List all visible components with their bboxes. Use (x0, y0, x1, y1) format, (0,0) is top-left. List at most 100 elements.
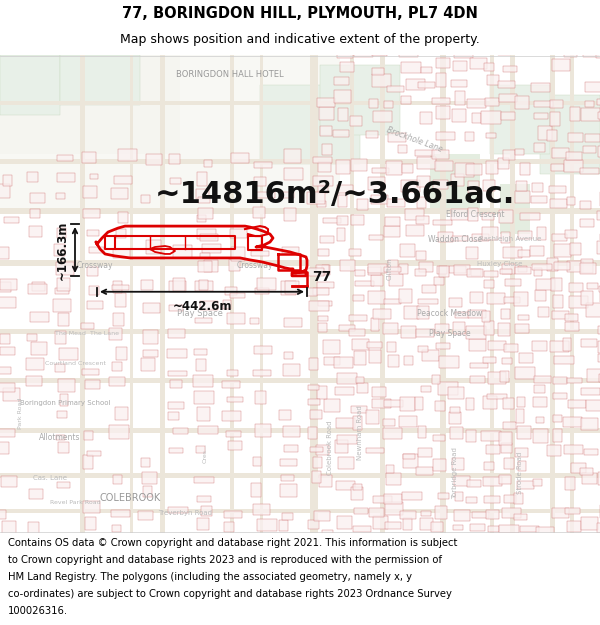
Bar (415, 150, 434, 156)
Bar (400, 398, 415, 411)
Bar (547, 445, 561, 456)
Bar (416, 467, 433, 476)
Bar (194, 391, 214, 404)
Bar (466, 398, 474, 410)
Bar (455, 91, 466, 105)
Bar (0, 260, 600, 266)
Bar (116, 347, 127, 359)
Bar (401, 96, 411, 104)
Bar (536, 417, 544, 422)
Text: Torbridge Road: Torbridge Road (452, 447, 458, 499)
Bar (453, 61, 467, 71)
Bar (203, 160, 212, 167)
Text: Contains OS data © Crown copyright and database right 2021. This information is : Contains OS data © Crown copyright and d… (8, 538, 457, 548)
Bar (83, 209, 100, 217)
Bar (173, 428, 188, 434)
Bar (568, 401, 586, 408)
Bar (352, 339, 369, 349)
Bar (351, 487, 364, 499)
Bar (0, 55, 180, 154)
Bar (0, 382, 15, 392)
Bar (197, 408, 209, 421)
Bar (565, 322, 580, 331)
Bar (310, 410, 322, 419)
Bar (439, 266, 449, 277)
Bar (503, 494, 516, 502)
Bar (146, 154, 162, 165)
Text: Waddon Close: Waddon Close (428, 234, 482, 244)
Bar (284, 445, 298, 452)
Bar (598, 472, 600, 486)
Bar (554, 262, 570, 270)
Bar (499, 211, 513, 223)
Bar (403, 454, 418, 468)
Bar (313, 176, 333, 186)
Bar (418, 82, 435, 88)
Bar (498, 49, 509, 55)
Bar (552, 59, 569, 71)
Bar (515, 324, 529, 333)
Bar (515, 149, 524, 155)
Text: 77: 77 (312, 270, 331, 284)
Bar (487, 394, 507, 399)
Bar (384, 101, 393, 108)
Text: Courtland Crescent: Courtland Crescent (44, 361, 106, 366)
Bar (597, 523, 600, 533)
Text: to Crown copyright and database rights 2023 and is reproduced with the permissio: to Crown copyright and database rights 2… (8, 555, 442, 565)
Bar (515, 96, 529, 109)
Bar (4, 388, 20, 401)
Text: ~166.3m: ~166.3m (56, 220, 69, 279)
Bar (515, 181, 527, 191)
Bar (196, 189, 209, 199)
Bar (0, 297, 16, 308)
Bar (469, 339, 486, 351)
Bar (499, 526, 519, 533)
Bar (284, 352, 293, 359)
Bar (416, 251, 425, 261)
Bar (31, 342, 47, 356)
Bar (231, 153, 249, 163)
Bar (581, 291, 593, 305)
Bar (383, 299, 401, 304)
Bar (372, 387, 386, 398)
Bar (169, 412, 179, 420)
Bar (531, 82, 550, 92)
Bar (112, 525, 121, 532)
Bar (583, 48, 598, 58)
Bar (487, 133, 496, 138)
Bar (502, 357, 512, 364)
Bar (466, 247, 478, 259)
Bar (517, 481, 533, 489)
Bar (436, 344, 450, 349)
Bar (418, 426, 427, 438)
Bar (421, 386, 431, 392)
Bar (353, 526, 371, 532)
Bar (467, 208, 478, 221)
Bar (566, 261, 583, 272)
Bar (355, 281, 374, 286)
Bar (467, 99, 486, 107)
Bar (226, 431, 241, 437)
Bar (466, 132, 473, 141)
Bar (449, 407, 460, 413)
Bar (282, 513, 293, 520)
Bar (584, 449, 598, 455)
Bar (26, 359, 44, 370)
Bar (319, 107, 334, 120)
Bar (454, 510, 470, 521)
Bar (109, 425, 129, 439)
Bar (28, 173, 38, 182)
Bar (202, 244, 221, 253)
Bar (569, 284, 583, 292)
Bar (173, 246, 192, 258)
Bar (335, 387, 354, 396)
Bar (0, 429, 14, 437)
Bar (398, 289, 412, 302)
Bar (350, 406, 367, 412)
Bar (515, 191, 530, 202)
Bar (316, 265, 329, 274)
Text: Crossway: Crossway (237, 261, 273, 271)
Bar (168, 402, 184, 409)
Bar (0, 101, 600, 105)
Bar (221, 381, 241, 388)
